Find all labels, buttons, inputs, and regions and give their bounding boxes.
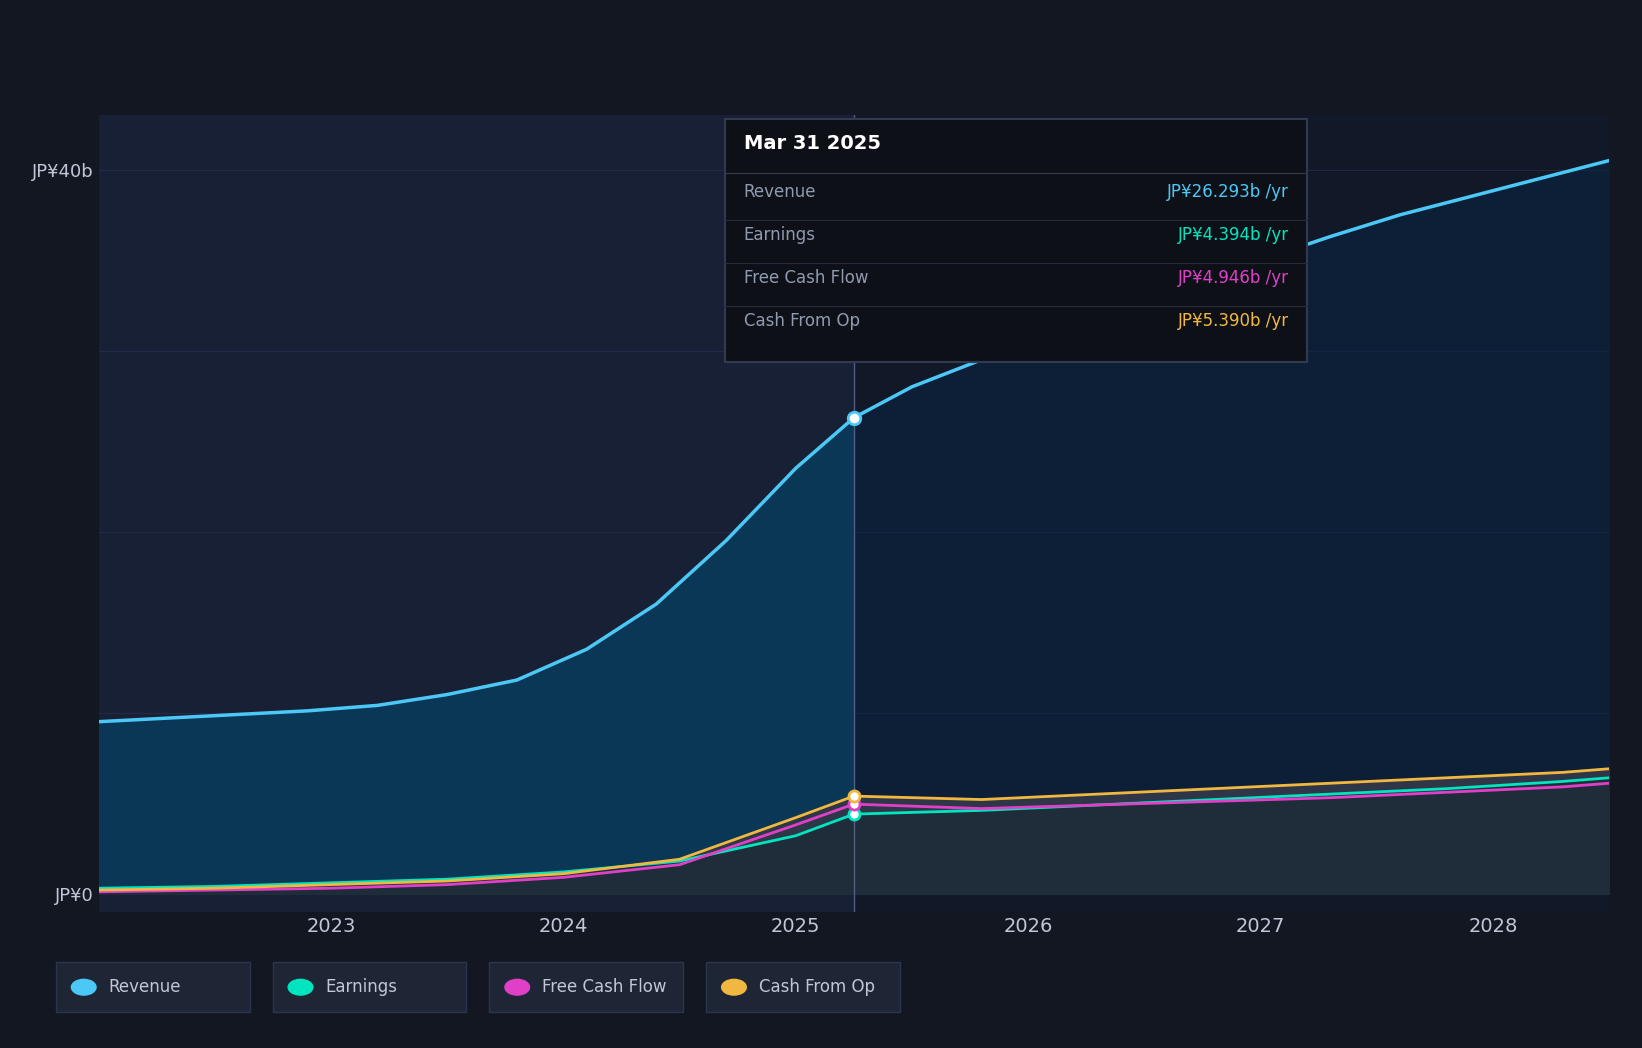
Text: Revenue: Revenue [744,183,816,201]
Text: Earnings: Earnings [744,226,816,244]
Text: JP¥26.293b /yr: JP¥26.293b /yr [1167,183,1289,201]
Text: JP¥4.394b /yr: JP¥4.394b /yr [1177,226,1289,244]
Text: JP¥4.946b /yr: JP¥4.946b /yr [1177,269,1289,287]
Text: Cash From Op: Cash From Op [744,312,859,330]
Text: Past: Past [805,178,842,197]
Text: Mar 31 2025: Mar 31 2025 [744,133,880,153]
Text: Free Cash Flow: Free Cash Flow [744,269,869,287]
Text: JP¥5.390b /yr: JP¥5.390b /yr [1177,312,1289,330]
Text: Free Cash Flow: Free Cash Flow [542,978,667,997]
Bar [854,115,1609,912]
Text: Earnings: Earnings [325,978,397,997]
Bar [99,115,854,912]
Text: Analysts Forecasts: Analysts Forecasts [872,178,1039,197]
FancyBboxPatch shape [726,119,1307,363]
Text: Cash From Op: Cash From Op [759,978,875,997]
Text: Revenue: Revenue [108,978,181,997]
